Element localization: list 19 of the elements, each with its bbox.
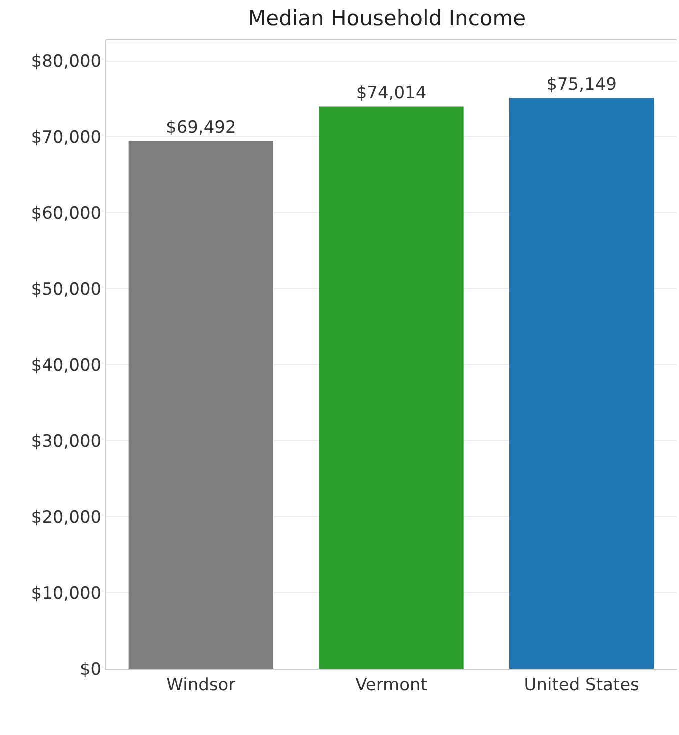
data-label: $75,149 [546, 75, 617, 96]
y-tick-label: $30,000 [31, 432, 102, 452]
x-tick-label: Vermont [356, 675, 428, 696]
data-label: $74,014 [356, 84, 427, 104]
y-tick-label: $70,000 [31, 128, 102, 148]
y-tick-label: $20,000 [31, 508, 102, 528]
bar [510, 98, 654, 669]
y-tick-label: $10,000 [31, 584, 102, 604]
y-tick-label: $80,000 [31, 52, 102, 72]
y-tick-label: $0 [80, 660, 102, 680]
x-tick-label: Windsor [166, 675, 236, 696]
x-tick-label: United States [524, 675, 640, 696]
y-tick-label: $40,000 [31, 356, 102, 376]
y-tick-label: $60,000 [31, 204, 102, 224]
bar [128, 141, 274, 669]
bar [319, 106, 464, 669]
data-label: $69,492 [166, 118, 236, 138]
chart-title: Median Household Income [248, 6, 526, 31]
y-tick-label: $50,000 [31, 280, 102, 300]
